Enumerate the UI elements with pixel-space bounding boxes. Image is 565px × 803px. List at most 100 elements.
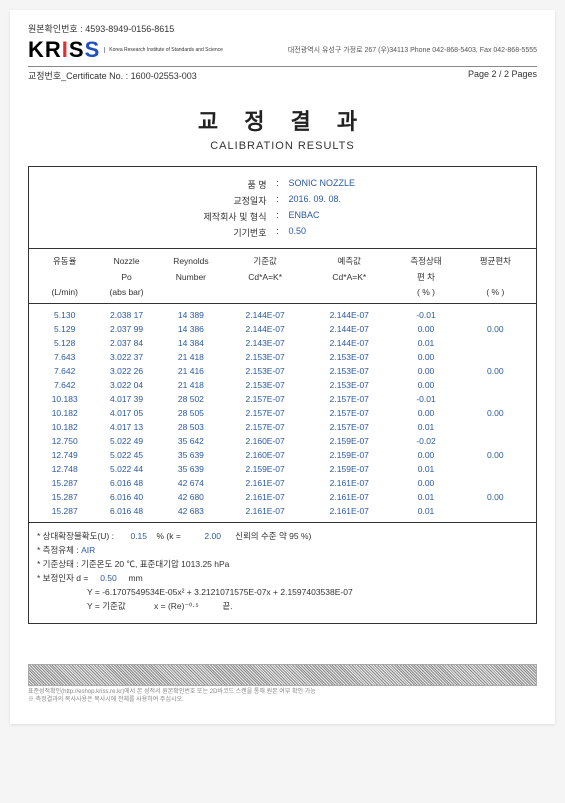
- table-row: 5.1292.037 9914 3862.144E-072.144E-070.0…: [35, 322, 530, 336]
- table-cell: 7.642: [35, 364, 94, 378]
- table-cell: 4.017 39: [94, 392, 158, 406]
- table-cell: 2.153E-07: [223, 378, 307, 392]
- note-value: 0.50: [100, 573, 117, 583]
- logo-text: KRISS: [28, 37, 100, 63]
- table-cell: 5.022 44: [94, 462, 158, 476]
- col-unit: ( % ): [461, 285, 530, 299]
- fineprint-line: ※ 측정결과의 복사사용은 복사시에 전체를 사용하여 주십시오.: [28, 696, 537, 704]
- table-cell: 0.00: [391, 476, 460, 490]
- table-cell: 2.161E-07: [223, 476, 307, 490]
- note-value: 2.00: [204, 531, 221, 541]
- table-cell: 2.153E-07: [307, 378, 391, 392]
- table-cell: 2.160E-07: [223, 448, 307, 462]
- col-sub: [461, 269, 530, 285]
- table-cell: 2.161E-07: [223, 504, 307, 518]
- header-row-3: (L/min) (abs bar) ( % ) ( % ): [35, 285, 530, 299]
- legend-y: Y = 기준값: [87, 601, 126, 611]
- kriss-logo: KRISS Korea Research Institute of Standa…: [28, 37, 223, 63]
- table-cell: [461, 462, 530, 476]
- table-cell: 12.748: [35, 462, 94, 476]
- table-cell: -0.01: [391, 392, 460, 406]
- meta-value: SONIC NOZZLE: [289, 178, 409, 191]
- note-value: AIR: [81, 545, 95, 555]
- table-cell: 0.00: [391, 378, 460, 392]
- cert-label: 교정번호_Certificate No. :: [28, 71, 128, 81]
- header-row-1: 유동율 Nozzle Reynolds 기준값 예측값 측정상태 평균편차: [35, 253, 530, 269]
- table-cell: [461, 336, 530, 350]
- table-row: 5.1302.038 1714 3892.144E-072.144E-07-0.…: [35, 308, 530, 322]
- table-cell: 0.01: [391, 490, 460, 504]
- table-cell: 3.022 37: [94, 350, 158, 364]
- table-cell: 10.182: [35, 406, 94, 420]
- table-cell: 0.01: [391, 336, 460, 350]
- table-cell: [461, 476, 530, 490]
- col-sub: Cd*A=K*: [223, 269, 307, 285]
- table-cell: 14 389: [159, 308, 223, 322]
- table-cell: 0.00: [461, 448, 530, 462]
- table-cell: 10.182: [35, 420, 94, 434]
- meta-row-devno: 기기번호 : 0.50: [39, 226, 526, 239]
- meta-sep: :: [273, 194, 283, 207]
- table-cell: 0.00: [391, 322, 460, 336]
- table-row: 10.1824.017 1328 5032.157E-072.157E-070.…: [35, 420, 530, 434]
- table-cell: 0.00: [391, 406, 460, 420]
- table-row: 10.1834.017 3928 5022.157E-072.157E-07-0…: [35, 392, 530, 406]
- col-unit: [307, 285, 391, 299]
- table-cell: 2.144E-07: [223, 308, 307, 322]
- table-cell: 2.159E-07: [307, 462, 391, 476]
- table-cell: 10.183: [35, 392, 94, 406]
- col-flow: 유동율: [35, 253, 94, 269]
- table-cell: [461, 392, 530, 406]
- note-text: 신뢰의 수준 약 95 %): [235, 531, 311, 541]
- table-cell: 35 642: [159, 434, 223, 448]
- col-unit: ( % ): [391, 285, 460, 299]
- table-cell: [461, 378, 530, 392]
- contact-info: 대전광역시 유성구 가정로 267 (우)34113 Phone 042-868…: [288, 45, 537, 55]
- table-cell: 7.642: [35, 378, 94, 392]
- legend-end: 끝.: [222, 601, 232, 611]
- col-unit: (abs bar): [94, 285, 158, 299]
- table-cell: 28 503: [159, 420, 223, 434]
- table-row: 7.6423.022 0421 4182.153E-072.153E-070.0…: [35, 378, 530, 392]
- table-cell: 5.128: [35, 336, 94, 350]
- table-cell: 5.130: [35, 308, 94, 322]
- table-cell: -0.01: [391, 308, 460, 322]
- table-row: 12.7505.022 4935 6422.160E-072.159E-07-0…: [35, 434, 530, 448]
- meta-sep: :: [273, 210, 283, 223]
- table-cell: 21 418: [159, 350, 223, 364]
- footer-notes: * 상대확장불확도(U) : 0.15 % (k = 2.00 신뢰의 수준 약…: [29, 522, 536, 623]
- table-cell: [461, 420, 530, 434]
- note-formula-legend: Y = 기준값 x = (Re)⁻⁰·⁵ 끝.: [37, 599, 528, 613]
- col-sub: Number: [159, 269, 223, 285]
- note-label: * 상대확장불확도(U) :: [37, 531, 114, 541]
- meta-value: 0.50: [289, 226, 409, 239]
- certificate-row: 교정번호_Certificate No. : 1600-02553-003 Pa…: [28, 69, 537, 82]
- table-row: 7.6423.022 2621 4162.153E-072.153E-070.0…: [35, 364, 530, 378]
- table-cell: 2.037 99: [94, 322, 158, 336]
- meta-label: 교정일자: [157, 194, 267, 207]
- table-cell: 0.00: [391, 448, 460, 462]
- meta-value: ENBAC: [289, 210, 409, 223]
- note-fluid: * 측정유체 : AIR: [37, 543, 528, 557]
- fineprint-line: 표준성적확인(http://eshop.kriss.re.kr)에서 본 성적서…: [28, 688, 537, 696]
- table-cell: 2.144E-07: [307, 336, 391, 350]
- note-label: * 보정인자 d =: [37, 573, 88, 583]
- ref-number: 4593-8949-0156-8615: [85, 24, 174, 34]
- table-cell: 2.153E-07: [307, 350, 391, 364]
- table-cell: 2.157E-07: [307, 420, 391, 434]
- col-unit: [223, 285, 307, 299]
- table-cell: 12.750: [35, 434, 94, 448]
- title-korean: 교 정 결 과: [28, 104, 537, 136]
- table-cell: 2.161E-07: [307, 476, 391, 490]
- header-row: KRISS Korea Research Institute of Standa…: [28, 37, 537, 63]
- col-state: 측정상태: [391, 253, 460, 269]
- security-band: [28, 664, 537, 686]
- table-cell: 42 674: [159, 476, 223, 490]
- meta-sep: :: [273, 178, 283, 191]
- table-cell: 2.038 17: [94, 308, 158, 322]
- note-unit: mm: [129, 573, 143, 583]
- table-row: 15.2876.016 4842 6742.161E-072.161E-070.…: [35, 476, 530, 490]
- table-cell: 3.022 04: [94, 378, 158, 392]
- table-cell: 2.161E-07: [307, 504, 391, 518]
- table-cell: 0.01: [391, 462, 460, 476]
